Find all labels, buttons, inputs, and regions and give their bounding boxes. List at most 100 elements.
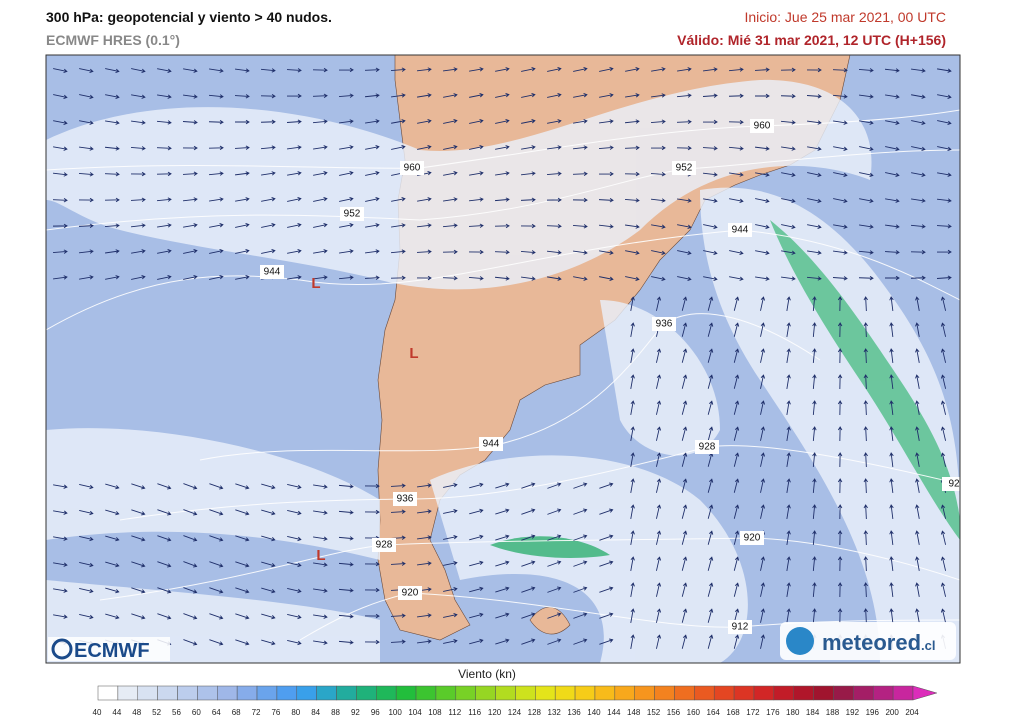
legend-tick: 168 bbox=[726, 708, 740, 717]
wind-arrow bbox=[733, 530, 740, 545]
legend: 40 44 48 52 56 60 64 68 72 76 80 84 88 92 96 100 104 108 1… bbox=[93, 685, 938, 717]
wind-arrow bbox=[52, 223, 68, 229]
wind-arrow bbox=[630, 452, 635, 467]
wind-arrow bbox=[79, 509, 94, 516]
wind-arrow bbox=[157, 94, 172, 99]
wind-arrow bbox=[859, 120, 874, 125]
wind-arrow bbox=[889, 478, 894, 494]
wind-arrow bbox=[889, 426, 894, 442]
wind-arrow bbox=[940, 608, 947, 623]
wind-arrow bbox=[572, 171, 588, 176]
wind-arrow bbox=[339, 170, 354, 176]
wind-arrow bbox=[786, 582, 791, 597]
wind-arrow bbox=[812, 296, 817, 312]
color-swatch bbox=[793, 685, 814, 701]
wind-arrow bbox=[209, 587, 224, 594]
wind-arrow bbox=[630, 296, 635, 311]
wind-arrow bbox=[495, 482, 510, 489]
wind-arrow bbox=[261, 561, 276, 568]
color-swatch bbox=[256, 685, 278, 701]
wind-arrow bbox=[786, 530, 791, 545]
wind-arrow bbox=[469, 171, 484, 176]
wind-arrow bbox=[915, 478, 920, 493]
wind-arrow bbox=[859, 224, 874, 229]
wind-arrow bbox=[468, 276, 484, 281]
wind-arrow bbox=[677, 67, 692, 72]
wind-arrow bbox=[235, 613, 250, 620]
wind-arrow bbox=[313, 223, 328, 228]
wind-arrow bbox=[313, 484, 328, 489]
wind-arrow bbox=[313, 275, 328, 280]
legend-tick: 160 bbox=[687, 708, 701, 717]
wind-arrow bbox=[208, 119, 224, 125]
wind-arrow bbox=[234, 119, 250, 125]
wind-arrow bbox=[105, 613, 120, 620]
wind-arrow bbox=[547, 482, 562, 489]
wind-arrow bbox=[261, 587, 276, 594]
wind-arrow bbox=[760, 608, 766, 623]
wind-arrow bbox=[733, 322, 740, 337]
wind-arrow bbox=[443, 639, 458, 644]
wind-arrow bbox=[495, 586, 510, 593]
wind-arrow bbox=[630, 426, 635, 441]
color-swatch bbox=[614, 685, 635, 701]
wind-arrows bbox=[52, 66, 952, 650]
wind-arrow bbox=[656, 608, 662, 623]
wind-arrow bbox=[53, 484, 68, 489]
wind-arrow bbox=[546, 224, 562, 229]
wind-arrow bbox=[780, 93, 796, 99]
wind-arrow bbox=[416, 249, 432, 254]
wind-arrow bbox=[650, 145, 666, 151]
wind-arrow bbox=[573, 119, 588, 124]
wind-arrow bbox=[889, 556, 894, 572]
wind-arrow bbox=[79, 483, 94, 490]
wind-arrow bbox=[79, 275, 94, 280]
contour-label-bg bbox=[372, 538, 396, 552]
wind-arrow bbox=[235, 639, 250, 646]
wind-arrow bbox=[494, 223, 510, 229]
wind-arrow bbox=[520, 223, 536, 229]
legend-tick: 152 bbox=[647, 708, 661, 717]
wind-arrow bbox=[521, 586, 536, 593]
wind-arrow bbox=[208, 94, 224, 99]
wind-arrow bbox=[521, 508, 536, 515]
wind-arrow bbox=[940, 582, 947, 597]
color-swatch bbox=[773, 685, 794, 701]
wind-arrow bbox=[287, 588, 302, 594]
wind-arrow bbox=[417, 93, 432, 98]
wind-arrow bbox=[754, 146, 770, 151]
wind-arrow bbox=[104, 172, 120, 177]
wind-arrow bbox=[79, 535, 94, 542]
contour-label: 936 bbox=[656, 319, 673, 330]
wind-arrow bbox=[915, 608, 920, 623]
wind-arrow bbox=[786, 348, 791, 363]
wind-arrow bbox=[807, 224, 822, 229]
wind-arrow bbox=[339, 145, 354, 150]
wind-arrow bbox=[656, 582, 662, 597]
wind-arrow bbox=[889, 296, 894, 312]
wind-arrow bbox=[235, 535, 250, 542]
wind-arrow bbox=[547, 534, 562, 541]
wind-arrow bbox=[681, 348, 688, 363]
color-swatch bbox=[853, 685, 874, 701]
wind-arrow bbox=[573, 93, 588, 98]
wind-arrow bbox=[183, 274, 198, 280]
wind-arrow bbox=[338, 275, 354, 280]
contour-label-bg bbox=[728, 620, 752, 634]
wind-arrow bbox=[656, 634, 662, 649]
wind-arrow bbox=[53, 588, 68, 593]
wind-arrow bbox=[312, 119, 328, 124]
wind-arrow bbox=[547, 119, 562, 124]
wind-arrow bbox=[837, 504, 843, 520]
wind-arrow bbox=[889, 504, 894, 520]
wind-arrow bbox=[707, 400, 714, 415]
wind-arrow bbox=[863, 322, 868, 338]
wind-arrow bbox=[417, 509, 432, 514]
wind-arrow bbox=[261, 535, 276, 542]
wind-arrow bbox=[781, 172, 796, 177]
wind-arrow bbox=[812, 348, 817, 364]
wind-arrow bbox=[365, 145, 380, 150]
wind-arrow bbox=[131, 561, 146, 568]
color-swatch bbox=[515, 685, 536, 701]
wind-arrow bbox=[313, 145, 328, 150]
